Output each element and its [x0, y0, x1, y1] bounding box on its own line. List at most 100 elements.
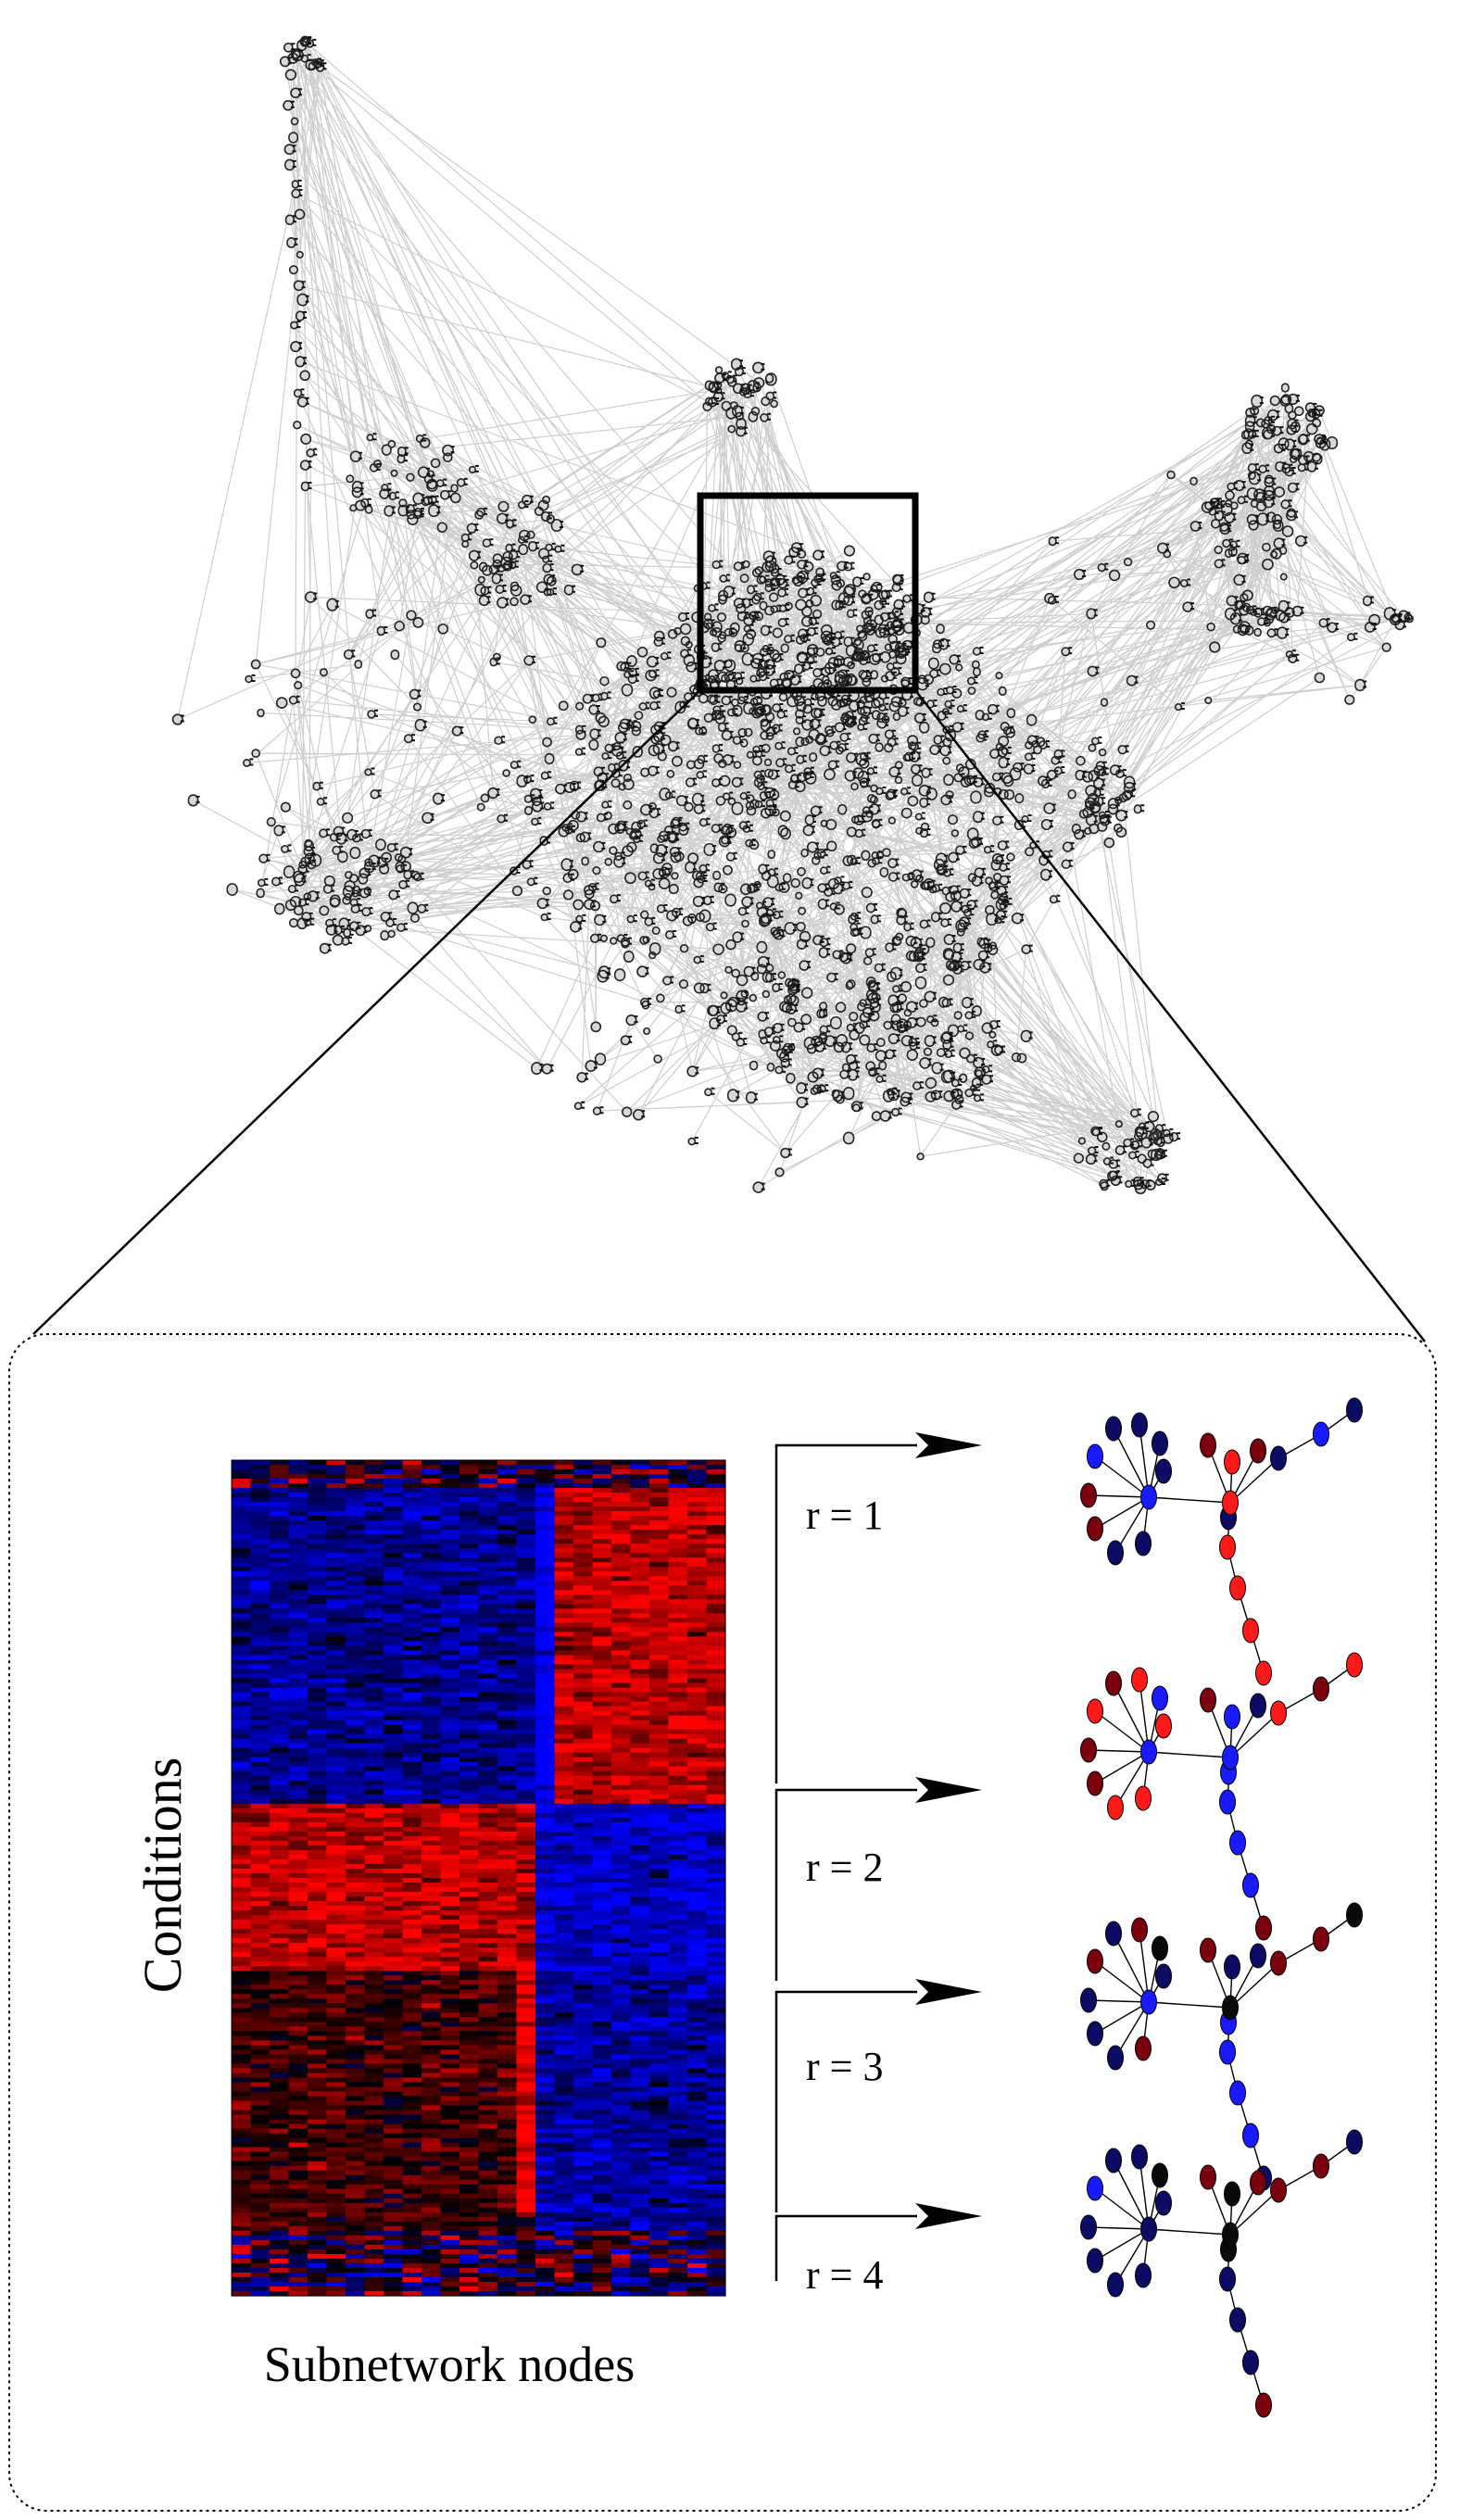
bracket-r3	[774, 1979, 982, 2212]
subnetwork-node	[1255, 1660, 1272, 1686]
subnetwork-node	[1155, 1458, 1172, 1484]
subnetwork-node	[1140, 1989, 1157, 2015]
subnetwork-node	[1346, 1652, 1363, 1678]
subnetwork-node	[1200, 2164, 1216, 2190]
network-nodes	[171, 35, 1415, 1194]
subnetwork-node	[1131, 1667, 1148, 1693]
r3-label: r = 3	[806, 2044, 883, 2089]
subnetwork-node	[1229, 2307, 1246, 2333]
subnetwork-node	[1255, 2392, 1272, 2418]
subnetwork-node	[1250, 1693, 1266, 1719]
subnetwork-node	[1152, 2162, 1168, 2188]
r4-label: r = 4	[806, 2252, 883, 2298]
subnetwork-node	[1087, 1698, 1103, 1724]
subnetwork-node	[1313, 1926, 1329, 1952]
subnetwork-node	[1219, 2266, 1236, 2292]
subnetwork-node	[1224, 2181, 1240, 2207]
subnetwork-node	[1152, 1935, 1168, 1961]
subnetwork-node	[1080, 2214, 1097, 2240]
subnetwork-node	[1131, 1917, 1148, 1943]
subnetwork-node	[1140, 1739, 1157, 1765]
subnetwork-node	[1242, 2350, 1259, 2375]
subnetwork-node	[1222, 1490, 1239, 1516]
subnetwork-node	[1224, 1449, 1240, 1475]
subnetwork-node	[1152, 1685, 1168, 1711]
subnetwork-node	[1242, 2123, 1259, 2148]
subnetwork-node	[1346, 1397, 1363, 1423]
subnetwork-node	[1222, 1745, 1239, 1770]
subnetwork-node	[1135, 2262, 1152, 2288]
subnetwork-node	[1200, 1432, 1216, 1458]
subnetwork-node	[1107, 2045, 1124, 2071]
subnetwork-node	[1080, 1737, 1097, 1763]
subnetwork-1	[1080, 1397, 1363, 1686]
subnetwork-node	[1313, 2153, 1329, 2179]
subnetwork-node	[1087, 1770, 1103, 1796]
subnetwork-node	[1219, 1789, 1236, 1815]
subnetwork-node	[1087, 2175, 1103, 2201]
subnetwork-node	[1270, 1700, 1287, 1726]
subnetwork-node	[1105, 1921, 1122, 1947]
subnetwork-node	[1135, 1785, 1152, 1811]
subnetwork-node	[1255, 1915, 1272, 1941]
subnetwork-node	[1107, 2272, 1124, 2298]
subnetwork-node	[1313, 1676, 1329, 1702]
r1-label: r = 1	[806, 1493, 883, 1538]
subnetwork-node	[1155, 1713, 1172, 1739]
subnetwork-node	[1140, 1484, 1157, 1510]
subnetwork-node	[1222, 1995, 1239, 2021]
subnetwork-node	[1313, 1421, 1329, 1447]
zoom-line-left	[32, 689, 701, 1335]
subnetwork-node	[1200, 1687, 1216, 1713]
heatmap	[232, 1460, 726, 2297]
zoom-line-right	[914, 689, 1426, 1342]
subnetwork-node	[1131, 2144, 1148, 2170]
subnetwork-node	[1242, 1872, 1259, 1898]
heatmap-border	[231, 1459, 726, 2297]
subnetwork-node	[1200, 1937, 1216, 1963]
subnetwork-node	[1219, 2039, 1236, 2065]
subnetwork-node	[1270, 1445, 1287, 1471]
subnetwork-node	[1135, 1531, 1152, 1556]
subnetwork-node	[1135, 2035, 1152, 2061]
bracket-r2	[774, 1777, 982, 1981]
subnetwork-node	[1224, 1704, 1240, 1730]
subnetwork-node	[1087, 2248, 1103, 2274]
r2-label: r = 2	[806, 1845, 883, 1890]
subnetwork-node	[1270, 1950, 1287, 1976]
subnetwork-node	[1242, 1618, 1259, 1644]
inset-frame	[8, 1333, 1437, 2512]
subnetwork-node	[1087, 1516, 1103, 1542]
subnetwork-node	[1270, 2177, 1287, 2203]
subnetwork-node	[1229, 1830, 1246, 1856]
subnetwork-node	[1080, 1482, 1097, 1508]
subnetwork-node	[1131, 1412, 1148, 1438]
subnetwork-node	[1346, 1902, 1363, 1928]
subnetwork-node	[1107, 1795, 1124, 1821]
subnetwork-node	[1080, 1987, 1097, 2013]
subnetwork-node	[1346, 2129, 1363, 2155]
subnetwork-node	[1087, 1948, 1103, 1974]
subnetwork-node	[1087, 2021, 1103, 2047]
subnetwork-node	[1219, 1534, 1236, 1560]
subnetwork-node	[1229, 2080, 1246, 2106]
subnetwork-2	[1080, 1652, 1363, 1941]
conditions-label: Conditions	[132, 1758, 193, 1994]
bracket-r4	[774, 2203, 982, 2281]
subnetwork-3	[1080, 1902, 1363, 2191]
subnetwork-node	[1152, 1430, 1168, 1456]
subnetwork-node	[1222, 2222, 1239, 2248]
bracket-r1	[774, 1432, 982, 1783]
subnetwork-node	[1107, 1540, 1124, 1566]
subnetwork-node	[1105, 1670, 1122, 1696]
subnetwork-node	[1229, 1575, 1246, 1601]
subnetwork-node	[1155, 2190, 1172, 2216]
subnetwork-node	[1105, 2148, 1122, 2174]
subnetwork-nodes-label: Subnetwork nodes	[264, 2337, 635, 2392]
subnetworks	[1080, 1397, 1363, 2418]
subnetwork-node	[1250, 1943, 1266, 1969]
subnetwork-node	[1087, 1443, 1103, 1469]
zoom-box	[697, 492, 919, 694]
